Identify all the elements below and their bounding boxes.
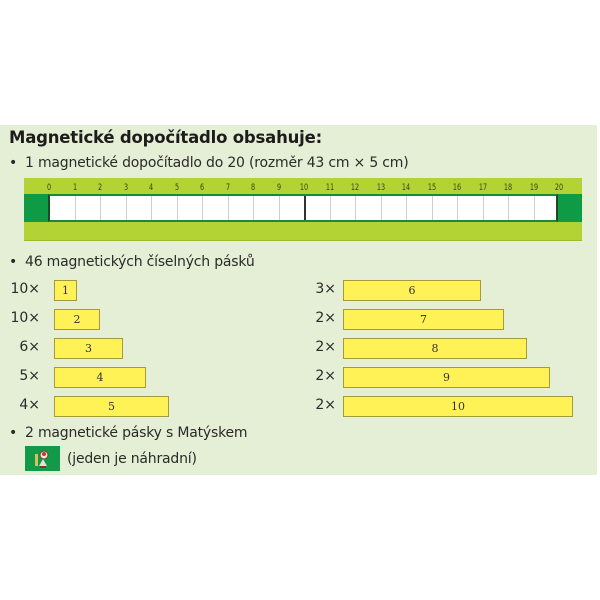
- strip-count: 2×: [315, 310, 336, 326]
- ruler-number: 18: [503, 183, 513, 193]
- ruler-track: [48, 194, 558, 222]
- ruler-tick: [304, 196, 306, 220]
- ruler-number: 9: [276, 183, 281, 193]
- number-strip-5: 5: [54, 396, 169, 417]
- ruler-tick: [227, 196, 229, 220]
- ruler-tick: [125, 196, 127, 220]
- bullet-dot: •: [9, 425, 18, 441]
- number-strip-6: 6: [343, 280, 481, 301]
- ruler-tick: [380, 196, 382, 220]
- ruler-number: 0: [46, 183, 52, 193]
- ruler-tick: [329, 196, 331, 220]
- strip-count: 2×: [315, 339, 336, 355]
- ruler-tick: [176, 196, 178, 220]
- bullet-ruler: • 1 magnetické dopočítadlo do 20 (rozměr …: [9, 155, 409, 171]
- number-strip-4: 4: [54, 367, 146, 388]
- ruler-number: 19: [529, 183, 538, 193]
- number-strip-8: 8: [343, 338, 527, 359]
- ruler-tick: [202, 196, 203, 220]
- strip-count: 6×: [19, 339, 40, 355]
- bullet-strips-text: 46 magnetických číselných pásků: [25, 254, 255, 270]
- ruler-number: 11: [325, 183, 334, 193]
- number-strip-10: 10: [343, 396, 573, 417]
- bullet-matysek-text: 2 magnetické pásky s Matýskem: [25, 425, 248, 441]
- number-strip-7: 7: [343, 309, 504, 330]
- strip-count: 10×: [10, 281, 40, 297]
- ruler-right-end: [558, 194, 582, 222]
- bullet-dot: •: [9, 254, 18, 270]
- matysek-note: (jeden je náhradní): [67, 451, 197, 467]
- ruler-number: 17: [478, 183, 487, 193]
- page-title: Magnetické dopočítadlo obsahuje:: [9, 128, 323, 147]
- ruler-tick: [457, 196, 458, 220]
- number-strip-1: 1: [54, 280, 77, 301]
- bullet-matysek: • 2 magnetické pásky s Matýskem: [9, 425, 248, 441]
- ruler-tick: [151, 196, 152, 220]
- strip-count: 2×: [315, 397, 336, 413]
- ruler-number: 7: [225, 183, 230, 193]
- matysek-character-icon: [25, 446, 60, 471]
- ruler-number: 12: [350, 183, 360, 193]
- strip-count: 5×: [19, 368, 40, 384]
- number-strip-9: 9: [343, 367, 550, 388]
- ruler-number: 15: [427, 183, 436, 193]
- ruler-tick: [100, 196, 101, 220]
- ruler-tick: [253, 196, 254, 220]
- ruler-number: 4: [148, 183, 154, 193]
- ruler-tick: [74, 196, 76, 220]
- number-strip-2: 2: [54, 309, 100, 330]
- bullet-strips: • 46 magnetických číselných pásků: [9, 254, 255, 270]
- ruler-tick: [406, 196, 407, 220]
- ruler-tick: [355, 196, 356, 220]
- ruler-tick: [482, 196, 484, 220]
- ruler-number: 13: [376, 183, 385, 193]
- strip-count: 2×: [315, 368, 336, 384]
- number-strip-3: 3: [54, 338, 123, 359]
- ruler-number: 1: [72, 183, 77, 193]
- ruler-tick: [508, 196, 509, 220]
- ruler-number: 16: [452, 183, 462, 193]
- ruler-number: 2: [97, 183, 103, 193]
- ruler-number: 20: [554, 183, 564, 193]
- ruler-number: 5: [174, 183, 179, 193]
- strip-count: 10×: [10, 310, 40, 326]
- ruler-number: 14: [401, 183, 411, 193]
- ruler-left-end: [24, 194, 48, 222]
- bullet-ruler-text: 1 magnetické dopočítadlo do 20 (rozměr 4…: [25, 155, 409, 171]
- strip-count: 4×: [19, 397, 40, 413]
- ruler-tick: [533, 196, 535, 220]
- ruler-tick: [278, 196, 280, 220]
- ruler-tick: [431, 196, 433, 220]
- ruler-number: 8: [250, 183, 256, 193]
- strip-count: 3×: [315, 281, 336, 297]
- ruler-number: 6: [199, 183, 205, 193]
- ruler-number: 3: [123, 183, 128, 193]
- ruler-number: 10: [299, 183, 309, 193]
- bullet-dot: •: [9, 155, 18, 171]
